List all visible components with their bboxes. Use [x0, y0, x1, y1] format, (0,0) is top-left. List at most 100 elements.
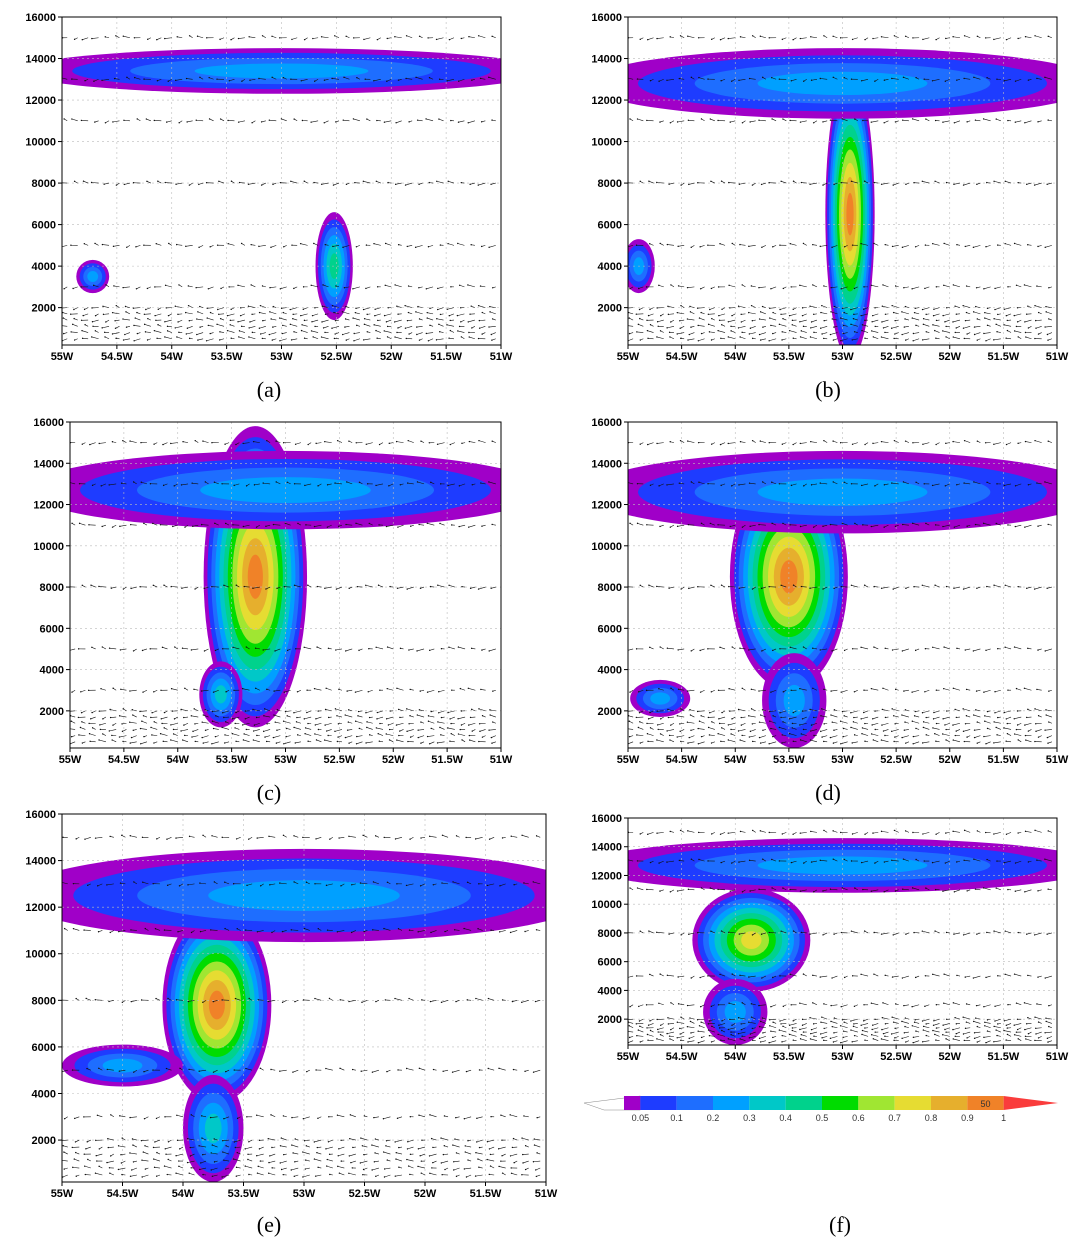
wind-arrow [279, 338, 287, 342]
wind-arrow-head [995, 118, 997, 120]
wind-arrow-head [1013, 314, 1015, 317]
wind-arrow-head [307, 722, 309, 725]
wind-arrow-head [812, 284, 814, 286]
wind-arrow-head [860, 314, 862, 317]
y-tick-label: 8000 [32, 178, 56, 190]
wind-arrow-head [307, 740, 309, 742]
wind-arrow-head [679, 439, 682, 442]
wind-arrow-head [129, 690, 131, 692]
wind-arrow [700, 648, 705, 651]
wind-arrow-head [143, 735, 145, 738]
wind-arrow [488, 326, 496, 328]
wind-arrow-head [420, 1172, 422, 1174]
wind-arrow-head [966, 333, 968, 335]
wind-arrow-head [535, 1175, 538, 1178]
wind-arrow-head [92, 284, 95, 287]
wind-arrow-head [266, 723, 268, 725]
wind-arrow-head [933, 308, 935, 311]
wind-arrow [993, 180, 1001, 184]
wind-arrow [223, 1159, 230, 1162]
wind-arrow [678, 648, 685, 651]
wind-arrow-head [891, 649, 894, 651]
wind-arrow [884, 524, 889, 528]
wind-arrow-head [152, 584, 155, 587]
wind-arrow-head [320, 183, 323, 185]
wind-arrow [124, 182, 131, 185]
wind-arrow-head [376, 337, 378, 339]
wind-arrow-head [922, 323, 925, 326]
wind-arrow-head [355, 442, 357, 444]
wind-arrow [923, 318, 930, 321]
wind-arrow [922, 442, 930, 445]
wind-arrow-head [676, 736, 678, 738]
wind-arrow [1036, 689, 1042, 691]
wind-arrow [720, 37, 726, 40]
wind-arrow-head [437, 287, 439, 290]
wind-arrow [710, 118, 715, 122]
wind-arrow-head [293, 118, 295, 120]
wind-arrow-head [275, 440, 277, 442]
wind-arrow-head [165, 307, 168, 309]
wind-arrow [994, 307, 1001, 310]
wind-arrow-head [213, 481, 216, 483]
wind-arrow [881, 182, 889, 185]
wind-arrow-head [1035, 730, 1037, 733]
wind-arrow-head [779, 712, 781, 714]
wind-arrow-head [902, 523, 904, 526]
wind-arrow [74, 1116, 80, 1119]
wind-arrow-head [522, 1162, 524, 1164]
wind-arrow-head [1015, 325, 1018, 328]
wind-arrow [426, 332, 434, 334]
wind-arrow [176, 1114, 184, 1118]
wind-arrow-head [820, 730, 822, 733]
wind-arrow-head [646, 319, 648, 321]
wind-arrow-head [326, 526, 329, 528]
wind-arrow-head [376, 718, 378, 720]
wind-arrow-head [88, 722, 90, 725]
wind-arrow-head [923, 78, 925, 80]
wind-arrow [658, 483, 664, 487]
wind-arrow-head [881, 321, 883, 323]
wind-arrow-head [211, 720, 214, 722]
wind-arrow-head [271, 339, 274, 341]
wind-arrow-head [749, 730, 752, 733]
wind-arrow [984, 715, 991, 718]
wind-arrow-head [821, 736, 823, 738]
wind-arrow [344, 286, 350, 289]
wind-arrow-head [471, 327, 473, 329]
wind-arrow-head [247, 1158, 249, 1161]
wind-arrow [761, 182, 766, 185]
wind-arrow-head [656, 739, 658, 741]
subplot-label: (c) [257, 780, 281, 805]
wind-arrow-head [373, 1116, 375, 1119]
wind-arrow-head [432, 1146, 434, 1149]
wind-arrow [363, 180, 371, 184]
wind-arrow-head [758, 333, 761, 336]
wind-arrow [448, 710, 455, 713]
wind-arrow [687, 741, 695, 744]
wind-arrow [311, 330, 319, 333]
wind-arrow-head [316, 585, 319, 588]
wind-arrow-head [934, 584, 936, 586]
wind-arrow-head [197, 311, 199, 313]
wind-arrow-head [832, 742, 835, 744]
wind-arrow-head [211, 743, 213, 745]
wind-arrow-head [789, 646, 791, 649]
wind-arrow [1024, 120, 1032, 124]
wind-arrow-head [830, 287, 832, 289]
wind-arrow-head [1034, 35, 1036, 37]
wind-arrow-head [186, 1137, 189, 1140]
wind-arrow-head [188, 184, 191, 186]
wind-arrow-head [709, 522, 712, 525]
wind-arrow-head [109, 716, 112, 719]
wind-arrow-head [139, 586, 141, 588]
wind-arrow-head [956, 484, 958, 486]
y-tick-label: 4000 [32, 261, 56, 273]
wind-arrow-head [63, 1168, 65, 1170]
wind-arrow-head [791, 324, 793, 326]
wind-arrow-head [635, 313, 638, 315]
wind-arrow-head [303, 337, 306, 339]
wind-arrow-head [748, 311, 750, 314]
wind-arrow-head [996, 734, 998, 736]
wind-arrow [842, 523, 848, 526]
